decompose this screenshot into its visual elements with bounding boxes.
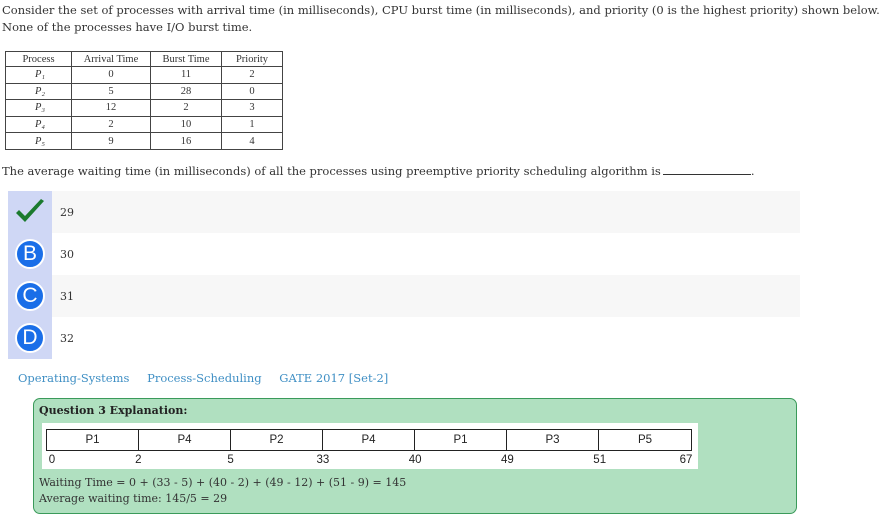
burst-cell: 16 bbox=[150, 132, 222, 150]
option-c[interactable]: C 31 bbox=[8, 275, 800, 317]
column-header-process: Process bbox=[5, 51, 72, 67]
gantt-tick-label: 40 bbox=[408, 454, 422, 466]
prompt-end: . bbox=[750, 164, 755, 178]
tag-link-operating-systems[interactable]: Operating-Systems bbox=[18, 371, 130, 385]
column-header-priority: Priority bbox=[221, 51, 283, 67]
process-cell: P₂ bbox=[5, 82, 72, 101]
gantt-tick-label: 49 bbox=[501, 454, 514, 466]
priority-cell: 4 bbox=[221, 132, 283, 150]
priority-cell: 1 bbox=[221, 115, 283, 134]
option-b-text: 30 bbox=[60, 247, 74, 261]
arrival-cell: 12 bbox=[71, 99, 151, 117]
priority-cell: 0 bbox=[221, 82, 283, 101]
option-d-badge-column: D bbox=[8, 317, 52, 359]
burst-cell: 28 bbox=[150, 82, 222, 101]
question-prompt: The average waiting time (in millisecond… bbox=[2, 163, 755, 179]
arrival-cell: 5 bbox=[71, 82, 151, 101]
priority-cell: 2 bbox=[221, 66, 283, 84]
process-table: Process Arrival Time Burst Time Priority… bbox=[5, 51, 283, 150]
priority-cell: 3 bbox=[221, 99, 283, 117]
option-a[interactable]: 29 bbox=[8, 191, 800, 233]
gantt-chart: P1 P4 P2 P4 P1 P3 P5 0 2 5 33 40 49 51 67 bbox=[42, 423, 698, 469]
answer-blank bbox=[662, 164, 751, 175]
explanation-title: Question 3 Explanation: bbox=[39, 404, 188, 417]
option-a-text: 29 bbox=[60, 205, 74, 219]
process-cell: P₃ bbox=[5, 99, 72, 117]
gantt-segment-p4: P4 bbox=[323, 430, 415, 450]
table-row: P₁ 0 11 2 bbox=[5, 66, 283, 84]
column-header-arrival: Arrival Time bbox=[71, 51, 151, 67]
arrival-cell: 0 bbox=[71, 66, 151, 84]
option-d-badge: D bbox=[15, 323, 45, 353]
gantt-tick-label: 0 bbox=[48, 454, 56, 466]
tag-link-process-scheduling[interactable]: Process-Scheduling bbox=[147, 371, 262, 385]
arrival-cell: 9 bbox=[71, 132, 151, 150]
gantt-tick-label: 51 bbox=[593, 454, 607, 466]
gantt-tick-label: 67 bbox=[679, 454, 693, 466]
tag-list: Operating-Systems Process-Scheduling GAT… bbox=[18, 371, 402, 385]
prompt-text: The average waiting time (in millisecond… bbox=[2, 164, 661, 178]
average-waiting-time-line: Average waiting time: 145/5 = 29 bbox=[39, 492, 228, 505]
option-a-badge-column bbox=[8, 191, 52, 233]
option-c-badge-column: C bbox=[8, 275, 52, 317]
checkmark-icon bbox=[16, 199, 44, 222]
explanation-box: Question 3 Explanation: P1 P4 P2 P4 P1 P3 P5 0… bbox=[33, 398, 797, 514]
gantt-segment-p1: P1 bbox=[47, 430, 139, 450]
option-d-text: 32 bbox=[60, 331, 74, 345]
arrival-cell: 2 bbox=[71, 115, 151, 134]
gantt-segment-p2: P2 bbox=[231, 430, 323, 450]
gantt-segment-p1: P1 bbox=[415, 430, 507, 450]
option-c-text: 31 bbox=[60, 289, 74, 303]
table-header-row: Process Arrival Time Burst Time Priority bbox=[5, 51, 283, 67]
table-row: P₄ 2 10 1 bbox=[5, 115, 283, 134]
gantt-segment-p4: P4 bbox=[139, 430, 231, 450]
burst-cell: 2 bbox=[150, 99, 222, 117]
table-row: P₅ 9 16 4 bbox=[5, 132, 283, 150]
option-b-badge-column: B bbox=[8, 233, 52, 275]
gantt-bar: P1 P4 P2 P4 P1 P3 P5 bbox=[46, 429, 692, 451]
option-d[interactable]: D 32 bbox=[8, 317, 800, 359]
tag-link-gate-2017[interactable]: GATE 2017 [Set-2] bbox=[279, 371, 389, 385]
gantt-tick-label: 5 bbox=[227, 454, 234, 466]
answer-options: 29 B 30 C 31 D 32 bbox=[8, 191, 800, 359]
gantt-segment-p5: P5 bbox=[637, 434, 653, 446]
process-cell: P₁ bbox=[5, 66, 72, 84]
option-b[interactable]: B 30 bbox=[8, 233, 800, 275]
waiting-time-line: Waiting Time = 0 + (33 - 5) + (40 - 2) +… bbox=[39, 476, 407, 489]
gantt-tick-label: 33 bbox=[316, 454, 330, 466]
option-b-badge: B bbox=[15, 239, 45, 269]
question-text: Consider the set of processes with arriv… bbox=[2, 3, 880, 34]
table-row: P₂ 5 28 0 bbox=[5, 82, 283, 101]
gantt-segment-p3: P3 bbox=[507, 430, 599, 450]
option-c-badge: C bbox=[15, 281, 45, 311]
table-row: P₃ 12 2 3 bbox=[5, 99, 283, 117]
column-header-burst: Burst Time bbox=[150, 51, 222, 67]
burst-cell: 10 bbox=[150, 115, 222, 134]
burst-cell: 11 bbox=[150, 66, 222, 84]
process-cell: P₅ bbox=[5, 132, 72, 150]
process-cell: P₄ bbox=[5, 115, 72, 134]
gantt-tick-label: 2 bbox=[135, 454, 142, 466]
